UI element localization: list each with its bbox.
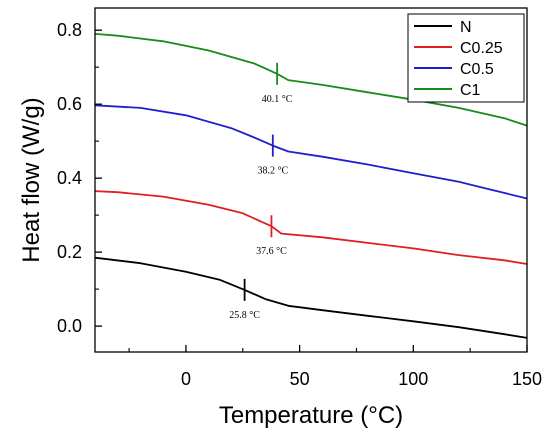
legend-label-C0.25: C0.25 — [460, 40, 503, 57]
plot-frame — [94, 7, 528, 353]
x-tick-label: 50 — [290, 369, 310, 389]
legend-label-C1: C1 — [460, 82, 481, 99]
series-line-C1 — [94, 33, 528, 127]
series-line-C0.25 — [94, 190, 528, 265]
y-tick-label: 0.2 — [57, 242, 82, 262]
series-line-N — [94, 256, 528, 339]
y-tick-label: 0.4 — [57, 168, 82, 188]
legend: N C0.25 C0.5 C1 — [407, 13, 525, 103]
transition-label-C1: 40.1 °C — [262, 94, 293, 105]
y-tick-label: 0.8 — [57, 20, 82, 40]
x-axis-ticks: 0 50 100 150 — [128, 345, 542, 389]
transition-label-C0.25: 37.6 °C — [256, 246, 287, 257]
y-axis-ticks: 0.0 0.2 0.4 0.6 0.8 — [57, 20, 102, 336]
x-axis-title: Temperature (°C) — [219, 402, 403, 429]
legend-box — [407, 13, 525, 103]
transition-annotations: 25.8 °C 37.6 °C 38.2 °C 40.1 °C — [229, 62, 293, 321]
y-axis-title: Heat flow (W/g) — [18, 97, 45, 262]
plot-lines — [94, 33, 528, 339]
series-line-C0.5 — [94, 104, 528, 200]
x-tick-label: 100 — [398, 369, 428, 389]
legend-label-N: N — [460, 19, 472, 36]
transition-label-C0.5: 38.2 °C — [257, 166, 288, 177]
transition-label-N: 25.8 °C — [229, 310, 260, 321]
x-tick-label: 0 — [181, 369, 191, 389]
legend-label-C0.5: C0.5 — [460, 61, 494, 78]
y-tick-label: 0.0 — [57, 316, 82, 336]
y-tick-label: 0.6 — [57, 94, 82, 114]
x-tick-label: 150 — [512, 369, 542, 389]
